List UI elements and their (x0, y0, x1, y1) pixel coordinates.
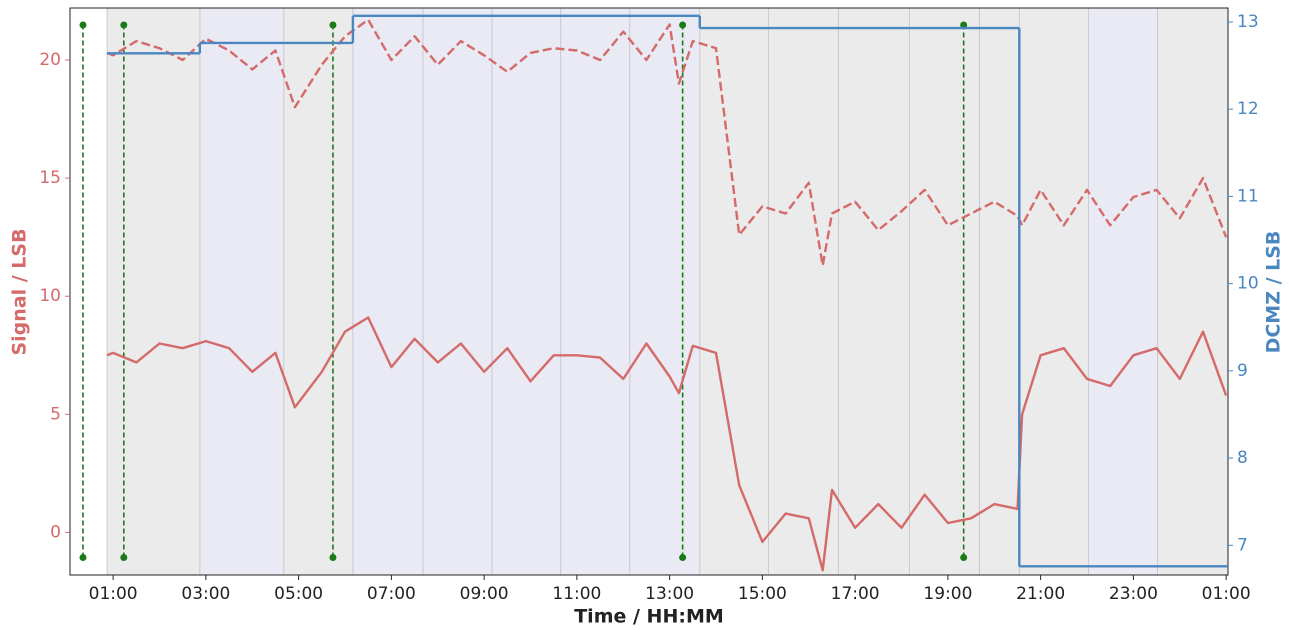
shaded-band (352, 8, 423, 575)
shaded-band (422, 8, 493, 575)
event-dot (120, 554, 128, 562)
event-dot (329, 21, 337, 29)
x-tick-label: 03:00 (181, 584, 230, 604)
y-tick-label: 5 (50, 404, 61, 424)
y2-tick-label: 7 (1237, 535, 1248, 555)
y2-axis-title: DCMZ / LSB (1263, 231, 1285, 354)
event-dot (679, 21, 687, 29)
event-dot (679, 554, 687, 562)
x-tick-label: 11:00 (552, 584, 601, 604)
event-dot (79, 21, 87, 29)
shaded-band (909, 8, 980, 575)
x-tick-label: 05:00 (274, 584, 323, 604)
shaded-band (699, 8, 769, 575)
y2-tick-label: 11 (1237, 186, 1259, 206)
event-dot (960, 21, 968, 29)
x-tick-label: 21:00 (1016, 584, 1065, 604)
event-dot (329, 554, 337, 562)
y-axis-title: Signal / LSB (9, 228, 31, 355)
x-axis-title: Time / HH:MM (574, 606, 724, 628)
y-tick-label: 20 (39, 50, 61, 70)
shaded-band (1019, 8, 1089, 575)
x-tick-label: 15:00 (738, 584, 787, 604)
y2-tick-label: 8 (1237, 448, 1248, 468)
signal-line (106, 316, 1228, 572)
event-dot (79, 554, 87, 562)
shaded-band (838, 8, 910, 575)
x-tick-label: 09:00 (460, 584, 509, 604)
shaded-band (560, 8, 630, 575)
x-tick-label: 01:00 (1202, 584, 1251, 604)
x-tick-label: 01:00 (89, 584, 138, 604)
shaded-band (1157, 8, 1228, 575)
shaded-band (283, 8, 353, 575)
event-dot (120, 21, 128, 29)
y-tick-label: 10 (39, 286, 61, 306)
shaded-band (1088, 8, 1158, 575)
plot-frame (69, 7, 1229, 576)
shaded-band (107, 8, 200, 575)
y2-tick-label: 13 (1237, 12, 1259, 32)
y-tick-label: 15 (39, 168, 61, 188)
y-tick-label: 0 (50, 522, 61, 542)
shaded-band (629, 8, 700, 575)
shaded-band (768, 8, 839, 575)
shaded-band (492, 8, 561, 575)
event-dot (960, 554, 968, 562)
x-tick-label: 19:00 (923, 584, 972, 604)
y2-tick-label: 12 (1237, 99, 1259, 119)
y2-tick-label: 10 (1237, 274, 1259, 294)
shaded-band (979, 8, 1020, 575)
x-tick-label: 07:00 (367, 584, 416, 604)
x-tick-label: 13:00 (645, 584, 694, 604)
signal-line (106, 18, 1228, 267)
y2-tick-label: 9 (1237, 361, 1248, 381)
shaded-band (199, 8, 284, 575)
x-tick-label: 17:00 (831, 584, 880, 604)
x-tick-label: 23:00 (1109, 584, 1158, 604)
